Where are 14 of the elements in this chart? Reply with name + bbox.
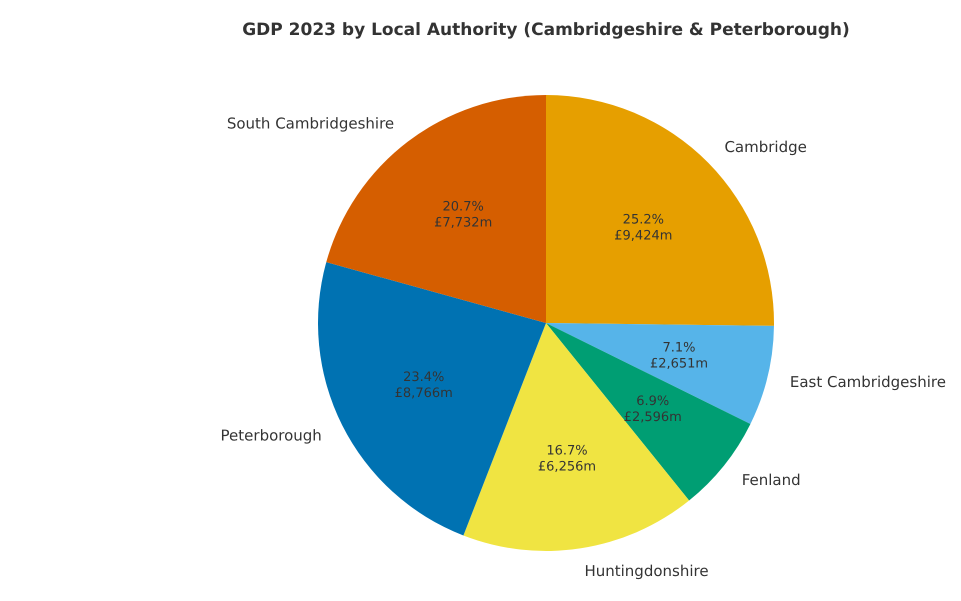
chart-title: GDP 2023 by Local Authority (Cambridgeshire & Peterborough) [242,20,850,40]
data-label: 23.4% £8,766m [394,370,453,401]
data-label: 6.9% £2,596m [624,394,682,426]
slice-label: South Cambridgeshire [226,114,394,133]
data-label: 16.7% £6,256m [538,444,596,475]
slice-label: East Cambridgeshire [790,372,946,391]
pie-slice [546,323,774,424]
slice-label: Peterborough [220,426,322,445]
data-label: 7.1% £2,651m [650,340,708,372]
data-label: 25.2% £9,424m [614,212,672,244]
slice-label: Cambridge [724,138,807,156]
data-label: 20.7% £7,732m [434,200,492,231]
slice-label: Fenland [742,471,801,490]
slice-label: Huntingdonshire [584,562,709,580]
